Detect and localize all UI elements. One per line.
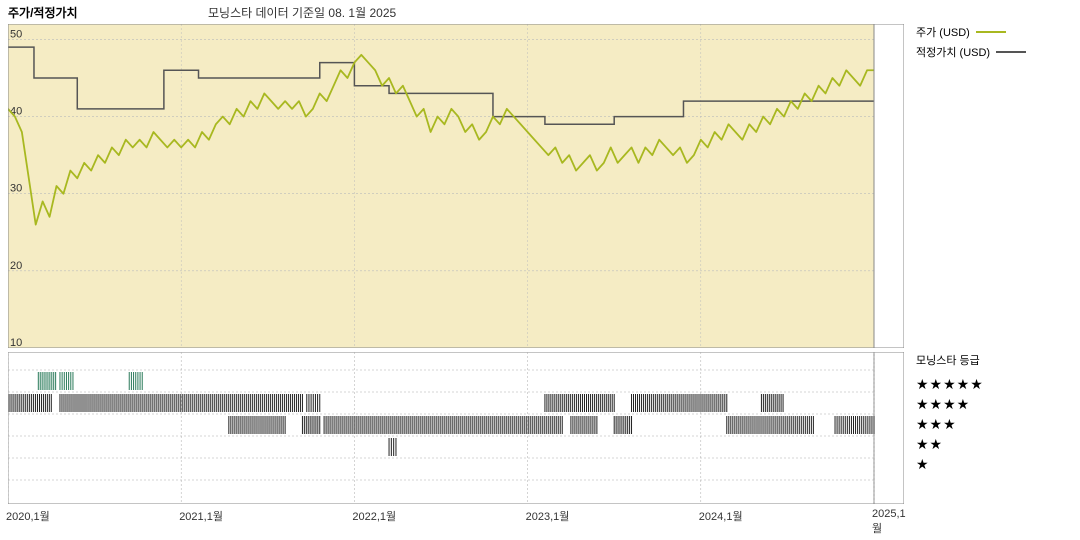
header: 주가/적정가치 모닝스타 데이터 기준일 08. 1월 2025	[8, 4, 1068, 24]
price-chart: 10 20 30 40 50	[8, 24, 904, 348]
stars-5: ★★★★★	[916, 374, 1076, 394]
x-tick-label: 2022,1월	[352, 508, 396, 524]
rating-labels: 모닝스타 등급 ★★★★★ ★★★★ ★★★ ★★ ★	[916, 352, 1076, 474]
rating-chart-svg	[8, 352, 904, 504]
x-tick-label: 2025,1월	[872, 508, 906, 536]
svg-text:30: 30	[10, 183, 22, 195]
legend-fair-label: 적정가치 (USD)	[916, 44, 990, 60]
stars-4: ★★★★	[916, 394, 1076, 414]
x-tick-label: 2024,1월	[699, 508, 743, 524]
svg-text:10: 10	[10, 337, 22, 348]
stars-1: ★	[916, 454, 1076, 474]
chart-title: 주가/적정가치	[8, 4, 78, 21]
legend-fair: 적정가치 (USD)	[916, 44, 1076, 60]
rating-title: 모닝스타 등급	[916, 352, 1076, 368]
legend-fair-swatch	[996, 51, 1026, 53]
legend-price-label: 주가 (USD)	[916, 24, 970, 40]
svg-text:50: 50	[10, 28, 22, 40]
x-axis: 2020,1월2021,1월2022,1월2023,1월2024,1월2025,…	[8, 508, 904, 526]
svg-text:20: 20	[10, 260, 22, 272]
svg-text:40: 40	[10, 106, 22, 118]
legend-price-swatch	[976, 31, 1006, 33]
x-tick-label: 2020,1월	[6, 508, 50, 524]
x-tick-label: 2023,1월	[526, 508, 570, 524]
rating-chart	[8, 352, 904, 504]
legend-price: 주가 (USD)	[916, 24, 1076, 40]
legend: 주가 (USD) 적정가치 (USD)	[916, 24, 1076, 64]
x-tick-label: 2021,1월	[179, 508, 223, 524]
price-chart-svg: 10 20 30 40 50	[8, 24, 904, 348]
chart-subtitle: 모닝스타 데이터 기준일 08. 1월 2025	[208, 4, 396, 21]
stars-3: ★★★	[916, 414, 1076, 434]
stars-2: ★★	[916, 434, 1076, 454]
